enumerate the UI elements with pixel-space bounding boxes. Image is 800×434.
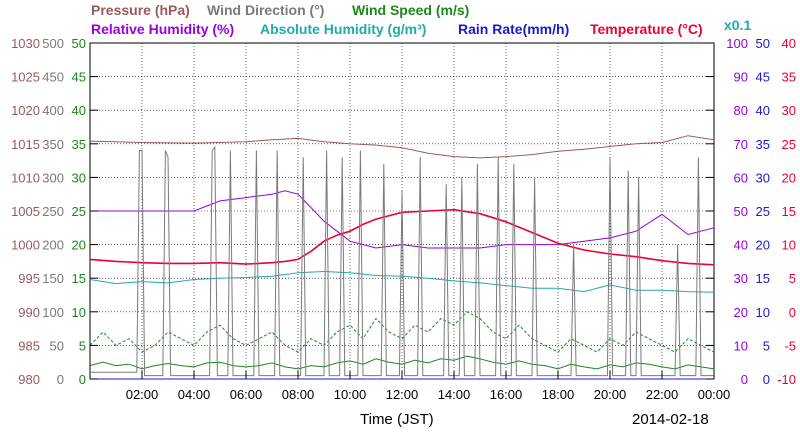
pressure-tick-label: 1015	[11, 137, 40, 152]
pressure-tick-label: 990	[18, 305, 40, 320]
rain-rate-tick-label: 45	[756, 70, 770, 85]
left-axes: 1030102510201015101010051000995990985980…	[11, 36, 714, 387]
x-tick-label: 14:00	[438, 387, 471, 402]
series-wind-direction	[90, 145, 714, 377]
relative-humidity-tick-label: 0	[741, 372, 748, 387]
wind-speed-tick-label: 35	[72, 137, 86, 152]
wind-speed-tick-label: 45	[72, 70, 86, 85]
temperature-tick-label: -10	[777, 372, 796, 387]
x-tick-label: 06:00	[230, 387, 263, 402]
relative-humidity-tick-label: 10	[734, 338, 748, 353]
temperature-tick-label: 30	[782, 103, 796, 118]
wind-direction-tick-label: 100	[42, 305, 64, 320]
legend-wind-speed: Wind Speed (m/s)	[352, 2, 469, 18]
temperature-tick-label: 5	[789, 271, 796, 286]
temperature-tick-label: 20	[782, 170, 796, 185]
x-tick-label: 00:00	[698, 387, 731, 402]
x-tick-label: 16:00	[490, 387, 523, 402]
series-pressure-hpa	[89, 135, 715, 159]
x-tick-label: 18:00	[542, 387, 575, 402]
pressure-tick-label: 980	[18, 372, 40, 387]
wind-direction-tick-label: 400	[42, 103, 64, 118]
temperature-tick-label: 15	[782, 204, 796, 219]
temperature-tick-label: -5	[784, 338, 796, 353]
wind-speed-tick-label: 50	[72, 36, 86, 51]
relative-humidity-tick-label: 60	[734, 170, 748, 185]
wind-direction-tick-label: 50	[50, 338, 64, 353]
rain-rate-tick-label: 5	[763, 338, 770, 353]
relative-humidity-tick-label: 40	[734, 238, 748, 253]
pressure-tick-label: 985	[18, 338, 40, 353]
wind-speed-tick-label: 25	[72, 204, 86, 219]
rain-rate-tick-label: 15	[756, 271, 770, 286]
wind-direction-tick-label: 300	[42, 170, 64, 185]
x-axis: 02:00 04:00 06:00 08:00 10:00 12:00 14:00 16:00…	[126, 371, 731, 402]
legend-absolute-humidity: Absolute Humidity (g/m³)	[260, 21, 426, 37]
legend-wind-direction: Wind Direction (°)	[207, 2, 324, 18]
legend-rain-rate: Rain Rate(mm/h)	[458, 21, 569, 37]
temperature-tick-label: 25	[782, 137, 796, 152]
x-tick-label: 22:00	[646, 387, 679, 402]
temperature-tick-label: 40	[782, 36, 796, 51]
wind-speed-tick-label: 0	[79, 372, 86, 387]
pressure-tick-label: 1010	[11, 170, 40, 185]
relative-humidity-tick-label: 30	[734, 271, 748, 286]
rain-rate-tick-label: 0	[763, 372, 770, 387]
temperature-tick-label: 35	[782, 70, 796, 85]
legend-temperature: Temperature (°C)	[590, 21, 703, 37]
legend-pressure: Pressure (hPa)	[91, 2, 190, 18]
x-axis-title: Time (JST)	[360, 411, 434, 428]
temperature-tick-label: 10	[782, 238, 796, 253]
relative-humidity-tick-label: 50	[734, 204, 748, 219]
pressure-tick-label: 1025	[11, 70, 40, 85]
date-label: 2014-02-18	[632, 411, 709, 428]
wind-speed-tick-label: 40	[72, 103, 86, 118]
wind-direction-tick-label: 0	[57, 372, 64, 387]
series-absolute-humidity-g-m	[89, 270, 715, 293]
wind-speed-tick-label: 30	[72, 170, 86, 185]
rain-rate-tick-label: 40	[756, 103, 770, 118]
rain-rate-tick-label: 10	[756, 305, 770, 320]
rain-rate-tick-label: 30	[756, 170, 770, 185]
x-tick-label: 08:00	[282, 387, 315, 402]
wind-direction-tick-label: 350	[42, 137, 64, 152]
rain-rate-tick-label: 25	[756, 204, 770, 219]
series-wind-speed-mean-m-s	[89, 355, 715, 370]
relative-humidity-tick-label: 100	[726, 36, 748, 51]
legend-relative-humidity: Relative Humidity (%)	[91, 21, 234, 37]
wind-direction-tick-label: 250	[42, 204, 64, 219]
wind-speed-tick-label: 5	[79, 338, 86, 353]
wind-direction-tick-label: 200	[42, 238, 64, 253]
pressure-tick-label: 1005	[11, 204, 40, 219]
pressure-tick-label: 995	[18, 271, 40, 286]
wind-direction-tick-label: 500	[42, 36, 64, 51]
wind-direction-tick-label: 450	[42, 70, 64, 85]
wind-direction-tick-label: 150	[42, 271, 64, 286]
relative-humidity-tick-label: 80	[734, 103, 748, 118]
relative-humidity-tick-label: 70	[734, 137, 748, 152]
right-axes: 1009080706050403020100504540353025201510…	[726, 36, 796, 387]
x-tick-label: 10:00	[334, 387, 367, 402]
x-tick-label: 02:00	[126, 387, 159, 402]
rain-rate-tick-label: 35	[756, 137, 770, 152]
x-tick-label: 12:00	[386, 387, 419, 402]
wind-speed-tick-label: 15	[72, 271, 86, 286]
x-tick-label: 20:00	[594, 387, 627, 402]
rain-rate-tick-label: 20	[756, 238, 770, 253]
wind-speed-tick-label: 10	[72, 305, 86, 320]
pressure-tick-label: 1030	[11, 36, 40, 51]
series-wind-speed-max-m-s	[89, 311, 715, 353]
rain-rate-tick-label: 50	[756, 36, 770, 51]
wind-speed-tick-label: 20	[72, 238, 86, 253]
relative-humidity-tick-label: 20	[734, 305, 748, 320]
relative-humidity-tick-label: 90	[734, 70, 748, 85]
abs-humidity-multiplier: x0.1	[724, 17, 751, 33]
pressure-tick-label: 1020	[11, 103, 40, 118]
temperature-tick-label: 0	[789, 305, 796, 320]
pressure-tick-label: 1000	[11, 238, 40, 253]
x-tick-label: 04:00	[178, 387, 211, 402]
